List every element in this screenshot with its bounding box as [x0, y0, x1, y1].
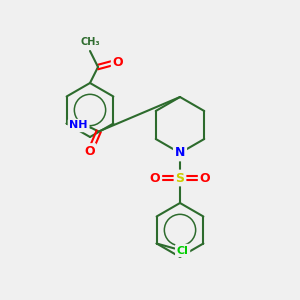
Text: Cl: Cl	[177, 245, 189, 256]
Text: NH: NH	[69, 121, 88, 130]
Text: N: N	[175, 146, 185, 160]
Text: O: O	[150, 172, 160, 184]
Text: CH₃: CH₃	[80, 37, 100, 47]
Text: O: O	[113, 56, 123, 70]
Text: O: O	[200, 172, 210, 184]
Text: O: O	[84, 145, 95, 158]
Text: S: S	[176, 172, 184, 184]
